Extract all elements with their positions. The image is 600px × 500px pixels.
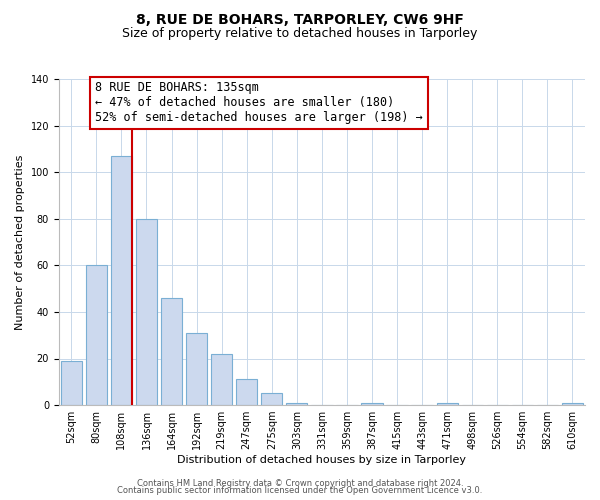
Bar xyxy=(261,394,283,405)
Bar xyxy=(361,403,383,405)
Bar xyxy=(86,266,107,405)
Text: Size of property relative to detached houses in Tarporley: Size of property relative to detached ho… xyxy=(122,28,478,40)
Bar xyxy=(186,333,207,405)
Bar xyxy=(161,298,182,405)
Bar xyxy=(286,403,307,405)
Text: 8, RUE DE BOHARS, TARPORLEY, CW6 9HF: 8, RUE DE BOHARS, TARPORLEY, CW6 9HF xyxy=(136,12,464,26)
Bar xyxy=(437,403,458,405)
Bar xyxy=(111,156,132,405)
X-axis label: Distribution of detached houses by size in Tarporley: Distribution of detached houses by size … xyxy=(178,455,466,465)
Text: 8 RUE DE BOHARS: 135sqm
← 47% of detached houses are smaller (180)
52% of semi-d: 8 RUE DE BOHARS: 135sqm ← 47% of detache… xyxy=(95,82,423,124)
Text: Contains HM Land Registry data © Crown copyright and database right 2024.: Contains HM Land Registry data © Crown c… xyxy=(137,478,463,488)
Bar xyxy=(211,354,232,405)
Text: Contains public sector information licensed under the Open Government Licence v3: Contains public sector information licen… xyxy=(118,486,482,495)
Bar xyxy=(236,380,257,405)
Y-axis label: Number of detached properties: Number of detached properties xyxy=(15,154,25,330)
Bar xyxy=(61,361,82,405)
Bar xyxy=(136,219,157,405)
Bar xyxy=(562,403,583,405)
